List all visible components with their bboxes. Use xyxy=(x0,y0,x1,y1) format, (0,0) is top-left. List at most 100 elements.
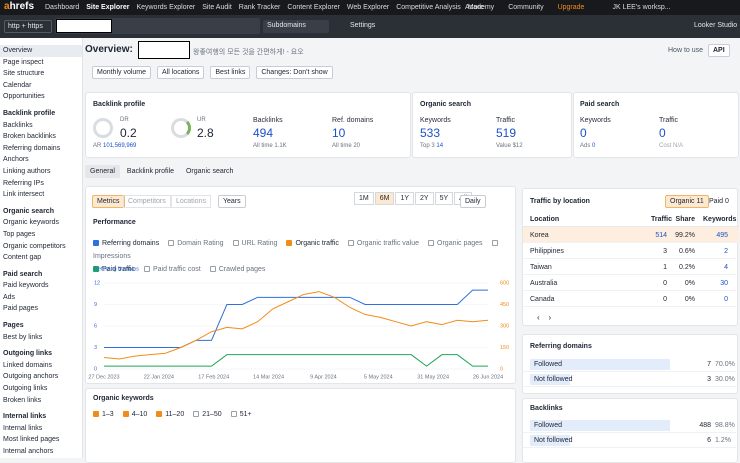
side-item[interactable]: Backlinks xyxy=(3,121,33,129)
how-to-use[interactable]: How to use xyxy=(668,47,704,54)
nav-item[interactable]: Site Explorer xyxy=(86,4,130,11)
nav-item[interactable]: Rank Tracker xyxy=(238,4,281,11)
checkbox[interactable] xyxy=(143,266,150,272)
checkbox[interactable] xyxy=(286,240,293,246)
nav-item[interactable]: Competitive Analysis xyxy=(396,4,461,11)
side-item[interactable]: Broken links xyxy=(3,396,42,404)
range[interactable]: 6M xyxy=(374,192,395,205)
interval[interactable]: Daily xyxy=(460,195,486,208)
years-btn[interactable]: Years xyxy=(218,195,246,208)
checkbox[interactable] xyxy=(491,240,498,246)
checkbox[interactable] xyxy=(193,411,200,417)
nav-item[interactable]: More xyxy=(467,4,484,11)
side-item[interactable]: Broken backlinks xyxy=(3,133,56,141)
protocol-select[interactable]: http + https xyxy=(4,20,52,33)
nav-item[interactable]: Site Audit xyxy=(202,4,232,11)
check[interactable]: 1–3 xyxy=(93,411,114,418)
side-item[interactable]: Overview xyxy=(0,45,82,57)
paid-tab[interactable]: Paid 0 xyxy=(709,198,729,205)
url-input[interactable] xyxy=(55,18,260,34)
checkbox[interactable] xyxy=(93,240,99,246)
check[interactable]: 51+ xyxy=(230,411,252,418)
side-item[interactable]: Calendar xyxy=(3,81,32,89)
nav-item[interactable]: Dashboard xyxy=(45,4,80,11)
range[interactable]: 1M xyxy=(354,192,374,205)
api[interactable]: API xyxy=(708,44,730,57)
check[interactable]: Domain Rating xyxy=(168,240,224,247)
checkbox[interactable] xyxy=(122,411,129,417)
side-header[interactable]: Pages xyxy=(3,322,24,330)
check[interactable]: 21–50 xyxy=(193,411,222,418)
check[interactable]: Crawled pages xyxy=(209,266,265,273)
side-item[interactable]: Content gap xyxy=(3,254,42,262)
nav-right[interactable]: Upgrade xyxy=(557,4,585,11)
check[interactable]: URL Rating xyxy=(232,240,277,247)
checkbox[interactable] xyxy=(209,266,216,272)
range[interactable]: 5Y xyxy=(434,192,454,205)
side-item[interactable]: Top pages xyxy=(3,230,36,238)
nav-item[interactable]: Web Explorer xyxy=(346,4,390,11)
side-item[interactable]: Organic keywords xyxy=(3,219,60,227)
metrics-btn[interactable]: Metrics xyxy=(92,195,125,208)
organic-tab[interactable]: Organic 11 xyxy=(665,195,709,208)
side-item[interactable]: Linked domains xyxy=(3,361,53,369)
check[interactable]: Organic traffic xyxy=(286,240,339,247)
checkbox[interactable] xyxy=(93,411,99,417)
filter[interactable]: Monthly volume xyxy=(92,66,152,79)
filter[interactable]: All locations xyxy=(157,66,205,79)
filter[interactable]: Changes: Don't show xyxy=(256,66,333,79)
side-item[interactable]: Referring IPs xyxy=(3,179,44,187)
checkbox[interactable] xyxy=(428,240,435,246)
tab[interactable]: General xyxy=(85,165,120,178)
side-item[interactable]: Internal links xyxy=(3,424,43,432)
side-header[interactable]: Organic search xyxy=(3,207,54,215)
filter[interactable]: Best links xyxy=(210,66,251,79)
looker[interactable]: Looker Studio xyxy=(694,22,738,29)
side-item[interactable]: Paid keywords xyxy=(3,282,49,290)
side-header[interactable]: Paid search xyxy=(3,270,43,278)
check[interactable]: Paid traffic cost xyxy=(143,266,201,273)
side-item[interactable]: Site structure xyxy=(3,70,45,78)
side-item[interactable]: Page inspect xyxy=(3,58,44,66)
check[interactable]: Paid traffic xyxy=(93,266,135,273)
side-item[interactable]: Paid pages xyxy=(3,305,39,313)
range[interactable]: 1Y xyxy=(395,192,415,205)
nav-right[interactable]: Academy xyxy=(465,4,495,11)
side-item[interactable]: Organic competitors xyxy=(3,242,66,250)
tab[interactable]: Organic search xyxy=(185,168,234,175)
side-item[interactable]: Anchors xyxy=(3,156,29,164)
tab[interactable]: Backlink profile xyxy=(126,168,174,175)
range[interactable]: 2Y xyxy=(415,192,434,205)
checkbox[interactable] xyxy=(230,411,237,417)
side-item[interactable]: Internal anchors xyxy=(3,448,54,455)
side-item[interactable]: Referring domains xyxy=(3,144,61,152)
side-header[interactable]: Internal links xyxy=(3,413,47,421)
check[interactable]: 11–20 xyxy=(156,411,184,418)
nav-item[interactable]: Keywords Explorer xyxy=(136,4,196,11)
locations-btn[interactable]: Locations xyxy=(171,195,211,208)
checkbox[interactable] xyxy=(232,240,239,246)
mode-select[interactable]: Subdomains xyxy=(263,20,329,33)
checkbox[interactable] xyxy=(156,411,163,417)
nav-right[interactable]: Community xyxy=(508,4,544,11)
competitors-btn[interactable]: Competitors xyxy=(123,195,171,208)
side-header[interactable]: Backlink profile xyxy=(3,109,56,117)
nav-right[interactable]: JK LEE's worksp... xyxy=(612,4,671,11)
nav-item[interactable]: Content Explorer xyxy=(287,4,340,11)
side-header[interactable]: Outgoing links xyxy=(3,350,52,358)
side-item[interactable]: Ads xyxy=(3,293,16,301)
settings[interactable]: Settings xyxy=(350,22,376,29)
checkbox[interactable] xyxy=(168,240,175,246)
checkbox[interactable] xyxy=(347,240,354,246)
side-item[interactable]: Link intersect xyxy=(3,191,45,199)
side-item[interactable]: Opportunities xyxy=(3,93,45,101)
check[interactable]: Impressions xyxy=(93,240,501,260)
check[interactable]: 4–10 xyxy=(122,411,147,418)
pager[interactable]: ‹ › xyxy=(537,313,552,322)
side-item[interactable]: Best by links xyxy=(3,333,43,341)
check[interactable]: Referring domains xyxy=(93,240,159,247)
checkbox[interactable] xyxy=(93,266,99,272)
check[interactable]: Organic traffic value xyxy=(347,240,419,247)
check[interactable]: Organic pages xyxy=(428,240,483,247)
side-item[interactable]: Outgoing links xyxy=(3,385,48,393)
